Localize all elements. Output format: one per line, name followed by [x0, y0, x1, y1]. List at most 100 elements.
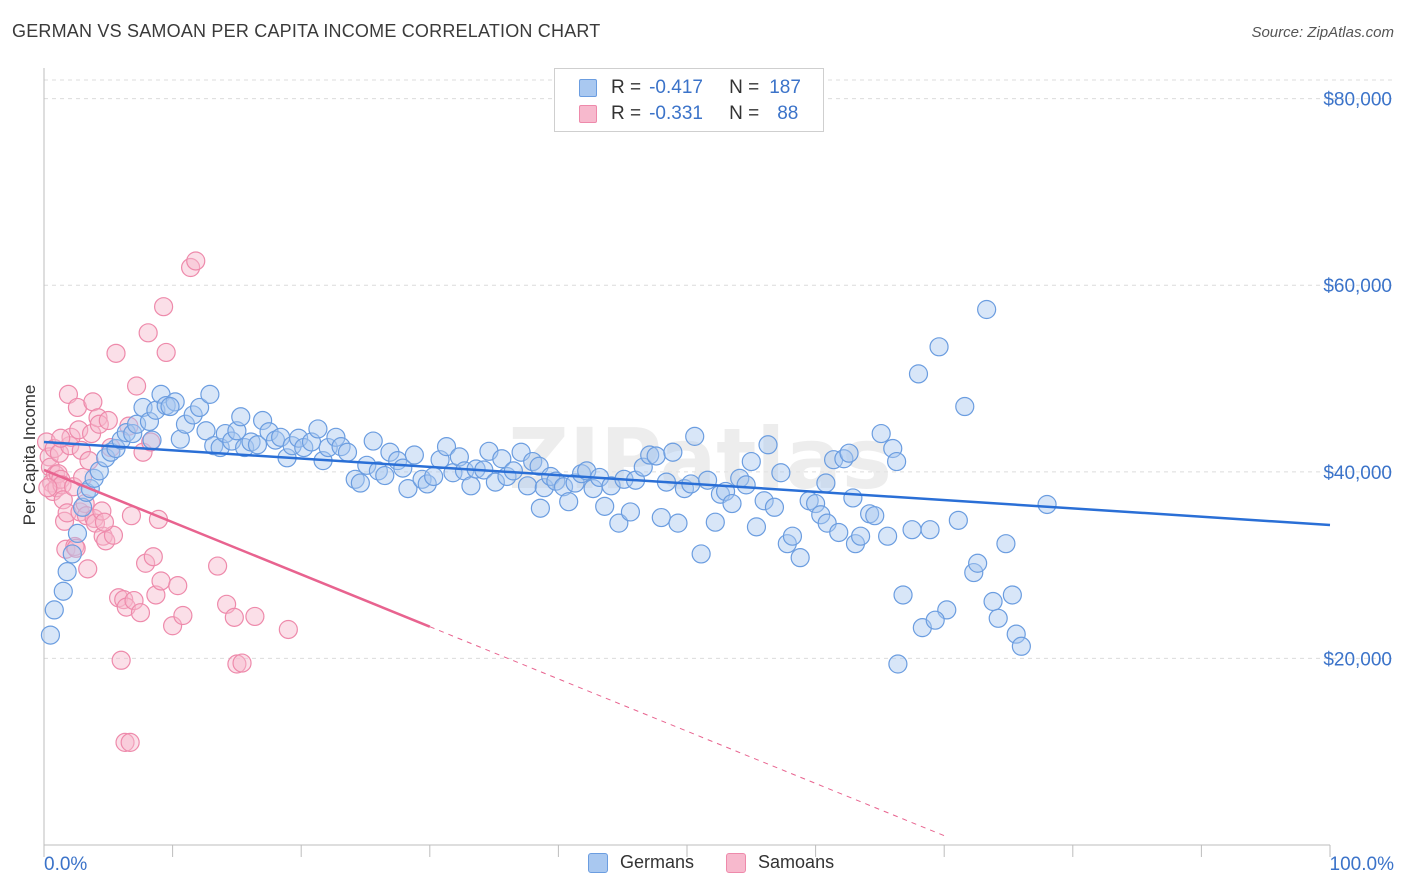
german-point: [1037, 494, 1057, 515]
german-point: [651, 507, 671, 528]
german-point: [977, 299, 997, 320]
germans-swatch: [579, 79, 597, 97]
german-point: [871, 423, 891, 444]
german-point: [345, 469, 365, 489]
german-point: [160, 396, 180, 417]
samoan-point: [126, 376, 147, 396]
german-point: [200, 384, 220, 404]
german-point: [553, 477, 574, 497]
german-point: [139, 411, 160, 432]
samoan-point: [278, 619, 298, 640]
legend-item-samoans: Samoans: [726, 852, 834, 873]
n-value: 187: [769, 77, 801, 98]
samoan-point: [138, 323, 158, 343]
german-point: [142, 430, 162, 450]
samoan-point: [163, 616, 183, 636]
german-point: [398, 479, 418, 499]
german-point: [247, 435, 268, 455]
german-point: [764, 497, 785, 517]
chart-title: GERMAN VS SAMOAN PER CAPITA INCOME CORRE…: [12, 21, 601, 41]
german-point: [771, 463, 791, 483]
german-point: [424, 466, 444, 487]
samoan-point: [245, 606, 265, 627]
german-point: [834, 449, 854, 469]
german-point: [492, 449, 512, 469]
samoan-point: [103, 525, 124, 545]
samoan-point: [94, 512, 115, 532]
german-point: [968, 553, 988, 573]
legend-row-germans: R = -0.417 N = 187: [579, 77, 801, 99]
german-point: [461, 476, 481, 496]
german-point: [595, 496, 615, 516]
german-point: [640, 445, 660, 465]
german-point: [62, 544, 82, 564]
samoan-point: [151, 571, 171, 591]
german-point: [1006, 624, 1026, 644]
samoan-point: [173, 605, 193, 626]
samoan-point: [143, 547, 163, 567]
german-point: [375, 465, 395, 486]
german-point: [888, 654, 908, 674]
german-point: [829, 522, 849, 543]
german-point: [215, 423, 235, 444]
german-point: [1002, 585, 1022, 605]
german-point: [839, 443, 859, 463]
german-point: [988, 608, 1008, 628]
german-point: [633, 457, 653, 477]
german-point: [843, 488, 863, 508]
correlation-legend: R = -0.417 N = 187 R = -0.331 N = 88: [554, 68, 824, 132]
german-point: [436, 437, 457, 457]
german-point: [57, 562, 77, 582]
german-point: [754, 491, 774, 511]
samoans-trend-line: [43, 468, 431, 628]
german-point: [746, 517, 767, 537]
samoans-swatch: [726, 852, 747, 873]
r-label: R =: [611, 103, 642, 124]
y-axis-label: Per Capita Income: [20, 384, 39, 526]
german-point: [40, 625, 61, 645]
german-point: [685, 426, 705, 446]
r-value: -0.331: [649, 103, 703, 124]
samoan-point: [92, 501, 112, 521]
legend-label-samoans: Samoans: [758, 852, 835, 872]
german-point: [620, 502, 641, 522]
samoan-point: [79, 451, 99, 471]
german-point: [925, 610, 945, 630]
y-tick-label: $60,000: [1323, 276, 1392, 297]
german-point: [902, 520, 922, 540]
german-point: [357, 455, 377, 475]
german-point: [878, 526, 898, 546]
y-tick-label: $80,000: [1323, 90, 1392, 111]
german-point: [196, 421, 216, 441]
german-point: [170, 429, 190, 449]
german-point: [908, 364, 929, 384]
german-point: [350, 473, 370, 493]
german-point: [417, 474, 437, 494]
german-point: [517, 476, 538, 496]
german-point: [404, 445, 424, 465]
x-tick-label: 0.0%: [44, 854, 87, 875]
german-point: [609, 513, 629, 533]
german-point: [697, 470, 718, 490]
german-point: [183, 405, 203, 425]
german-point: [326, 427, 346, 447]
german-point: [393, 458, 413, 478]
samoan-point: [232, 653, 252, 673]
german-point: [741, 451, 761, 472]
r-value: -0.417: [649, 77, 703, 98]
samoan-point: [106, 343, 126, 363]
samoan-point: [38, 478, 58, 498]
samoan-point: [130, 603, 151, 623]
german-point: [668, 513, 688, 533]
german-point: [72, 497, 93, 517]
german-point: [67, 523, 88, 544]
german-point: [736, 475, 756, 495]
german-point: [758, 435, 778, 455]
german-point: [308, 419, 328, 439]
german-point: [865, 506, 885, 526]
samoan-point: [168, 576, 188, 596]
samoan-point: [224, 607, 244, 627]
german-point: [646, 446, 666, 466]
german-point: [530, 498, 550, 518]
legend-row-samoans: R = -0.331 N = 88: [579, 103, 798, 125]
